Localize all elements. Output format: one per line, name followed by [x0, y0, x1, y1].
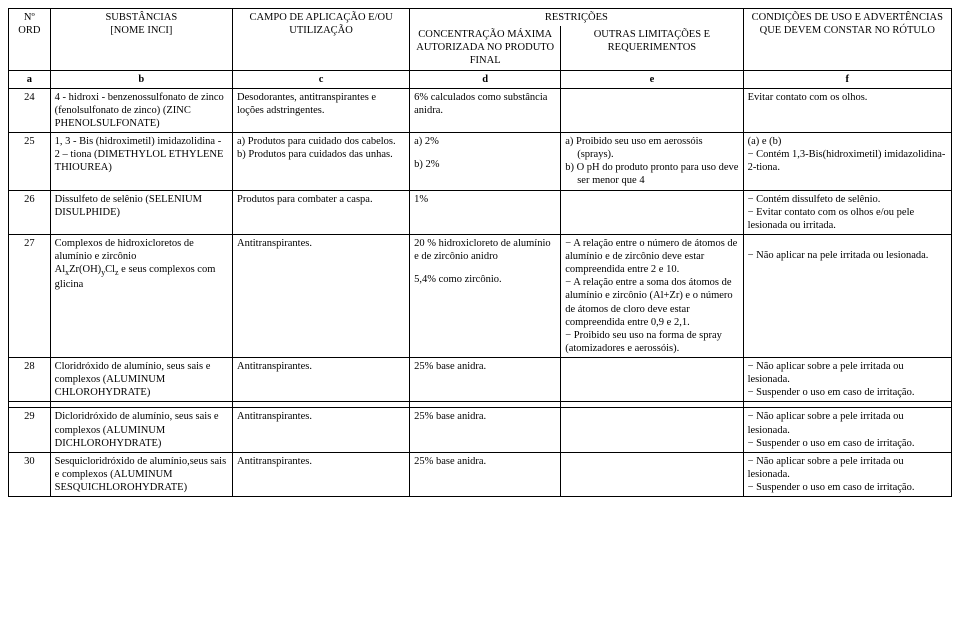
cell-f: Não aplicar sobre a pele irritada ou les… — [743, 408, 951, 452]
cell-num: 27 — [9, 234, 51, 357]
d-l2: 5,4% como zircônio. — [414, 273, 556, 286]
cell-num: 29 — [9, 408, 51, 452]
f-item: Evitar contato com os olhos e/ou pele le… — [748, 206, 947, 232]
e-item: Proibido seu uso na forma de spray (atom… — [565, 329, 738, 355]
hdr-b: b — [50, 70, 232, 88]
cell-c: Antitranspirantes. — [233, 234, 410, 357]
b-formula: AlxZr(OH)yClz e seus complexos com glici… — [55, 264, 216, 290]
cell-f: Não aplicar sobre a pele irritada ou les… — [743, 358, 951, 402]
cell-e — [561, 358, 743, 402]
cell-d: a) 2% b) 2% — [410, 133, 561, 191]
substances-table: Nº ORD SUBSTÂNCIAS [NOME INCI] CAMPO DE … — [8, 8, 952, 497]
opt-a: a) Proibido seu uso em aerossóis (sprays… — [565, 135, 738, 161]
table-row: 24 4 - hidroxi - benzenossulfonato de zi… — [9, 88, 952, 132]
hdr-subst-l1: SUBSTÂNCIAS — [105, 12, 177, 23]
hdr-campo: CAMPO DE APLICAÇÃO E/OU UTILIZAÇÃO — [233, 9, 410, 71]
cell-d: 6% calculados como substância anidra. — [410, 88, 561, 132]
hdr-d: d — [410, 70, 561, 88]
hdr-cond: CONDIÇÕES DE USO E ADVERTÊNCIAS QUE DEVE… — [743, 9, 951, 71]
hdr-a: a — [9, 70, 51, 88]
cell-d: 25% base anidra. — [410, 358, 561, 402]
f-item: Suspender o uso em caso de irritação. — [748, 481, 947, 494]
cell-c: Antitranspirantes. — [233, 358, 410, 402]
cell-b: Sesquicloridróxido de alumínio,seus sais… — [50, 452, 232, 496]
cell-c: Antitranspirantes. — [233, 408, 410, 452]
f-item: Não aplicar sobre a pele irritada ou les… — [748, 410, 947, 436]
hdr-restricoes: RESTRIÇÕES — [410, 9, 743, 27]
opt-b: b) 2% — [414, 158, 556, 171]
f-item: Não aplicar na pele irritada ou lesionad… — [748, 249, 947, 262]
d-l1: 20 % hidroxicloreto de alumínio e de zir… — [414, 237, 556, 263]
e-item: A relação entre a soma dos átomos de alu… — [565, 276, 738, 329]
f-item: Contém dissulfeto de selênio. — [748, 193, 947, 206]
cell-b: Dissulfeto de selênio (SELENIUM DISULPHI… — [50, 190, 232, 234]
hdr-subst: SUBSTÂNCIAS [NOME INCI] — [50, 9, 232, 71]
f-item: Suspender o uso em caso de irritação. — [748, 386, 947, 399]
table-row: 27 Complexos de hidroxicloretos de alumí… — [9, 234, 952, 357]
table-row: 30 Sesquicloridróxido de alumínio,seus s… — [9, 452, 952, 496]
f-item: Não aplicar sobre a pele irritada ou les… — [748, 455, 947, 481]
cell-e — [561, 190, 743, 234]
table-row: 29 Dicloridróxido de alumínio, seus sais… — [9, 408, 952, 452]
cell-e: a) Proibido seu uso em aerossóis (sprays… — [561, 133, 743, 191]
cell-f: Contém dissulfeto de selênio. Evitar con… — [743, 190, 951, 234]
cell-b: Cloridróxido de alumínio, seus sais e co… — [50, 358, 232, 402]
f-item: Não aplicar sobre a pele irritada ou les… — [748, 360, 947, 386]
hdr-c: c — [233, 70, 410, 88]
hdr-subst-l2: [NOME INCI] — [110, 25, 172, 36]
cell-d: 1% — [410, 190, 561, 234]
cell-f: (a) e (b) Contém 1,3-Bis(hidroximetil) i… — [743, 133, 951, 191]
hdr-f: f — [743, 70, 951, 88]
cell-d: 25% base anidra. — [410, 408, 561, 452]
table-row: 26 Dissulfeto de selênio (SELENIUM DISUL… — [9, 190, 952, 234]
cell-b: 1, 3 - Bis (hidroximetil) imidazolidina … — [50, 133, 232, 191]
opt-a: a) Produtos para cuidado dos cabelos. — [237, 135, 405, 148]
cell-num: 24 — [9, 88, 51, 132]
f-item: Suspender o uso em caso de irritação. — [748, 437, 947, 450]
cell-c: Produtos para combater a caspa. — [233, 190, 410, 234]
cell-d: 20 % hidroxicloreto de alumínio e de zir… — [410, 234, 561, 357]
cell-e: A relação entre o número de átomos de al… — [561, 234, 743, 357]
cell-f: Não aplicar sobre a pele irritada ou les… — [743, 452, 951, 496]
cell-b: Dicloridróxido de alumínio, seus sais e … — [50, 408, 232, 452]
hdr-outras: OUTRAS LIMITAÇÕES E REQUERIMENTOS — [561, 26, 743, 70]
opt-a: a) 2% — [414, 135, 556, 148]
cell-b: 4 - hidroxi - benzenossulfonato de zinco… — [50, 88, 232, 132]
cell-d: 25% base anidra. — [410, 452, 561, 496]
cell-e — [561, 452, 743, 496]
cell-f: Evitar contato com os olhos. — [743, 88, 951, 132]
cell-e — [561, 408, 743, 452]
cell-num: 28 — [9, 358, 51, 402]
table-row: 25 1, 3 - Bis (hidroximetil) imidazolidi… — [9, 133, 952, 191]
cell-num: 26 — [9, 190, 51, 234]
cell-b: Complexos de hidroxicloretos de alumínio… — [50, 234, 232, 357]
hdr-ord: Nº ORD — [9, 9, 51, 71]
cell-c: a) Produtos para cuidado dos cabelos. b)… — [233, 133, 410, 191]
f-item: Contém 1,3-Bis(hidroximetil) imidazolidi… — [748, 148, 947, 174]
cell-c: Desodorantes, antitranspirantes e loções… — [233, 88, 410, 132]
hdr-conc: CONCENTRAÇÃO MÁXIMA AUTORIZADA NO PRODUT… — [410, 26, 561, 70]
cell-c: Antitranspirantes. — [233, 452, 410, 496]
opt-b: b) Produtos para cuidados das unhas. — [237, 148, 405, 161]
cell-num: 25 — [9, 133, 51, 191]
e-item: A relação entre o número de átomos de al… — [565, 237, 738, 276]
cell-f: Não aplicar na pele irritada ou lesionad… — [743, 234, 951, 357]
cell-e — [561, 88, 743, 132]
b-l1: Complexos de hidroxicloretos de alumínio… — [55, 238, 194, 262]
hdr-e: e — [561, 70, 743, 88]
opt-b: b) O pH do produto pronto para uso deve … — [565, 161, 738, 187]
f-head: (a) e (b) — [748, 135, 947, 148]
cell-num: 30 — [9, 452, 51, 496]
table-row: 28 Cloridróxido de alumínio, seus sais e… — [9, 358, 952, 402]
